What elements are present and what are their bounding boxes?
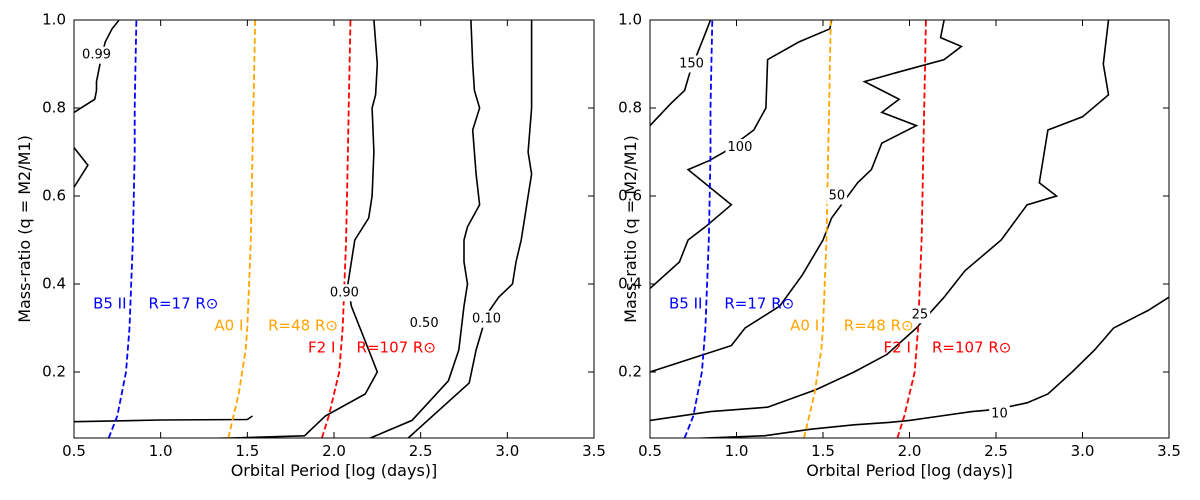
x-tick-label: 2.0 (322, 442, 346, 460)
x-axis-label: Orbital Period [log (days)] (231, 461, 438, 480)
y-tick-label: 1.0 (42, 11, 66, 29)
annotation-b5-ii: B5 II (93, 294, 126, 312)
radius-line-a0-i (227, 20, 256, 438)
y-tick-label: 0.2 (618, 363, 642, 381)
contour-0-90-line-0 (187, 20, 379, 438)
y-tick-label: 0.6 (42, 187, 66, 205)
contour-label-bg-25 (909, 306, 931, 324)
x-tick-label: 0.5 (62, 442, 86, 460)
x-tick-label: 3.5 (582, 442, 606, 460)
y-tick-label: 1.0 (618, 11, 642, 29)
y-tick-label: 0.6 (618, 187, 642, 205)
radius-line-a0-i (803, 20, 832, 438)
contour-label-bg-50 (826, 187, 848, 205)
contour-label-bg-0-50 (407, 315, 441, 333)
contour-0-99-line-0 (74, 20, 120, 114)
contour-10-line-0 (685, 296, 1169, 438)
annotation-a0-i: A0 I (790, 316, 819, 334)
contour-label-100: 100 (728, 140, 753, 155)
annotation-r-17-r: R=17 R⊙ (724, 294, 794, 312)
radius-line-b5-ii (683, 20, 714, 438)
x-tick-label: 3.0 (495, 442, 519, 460)
x-tick-label: 3.0 (1071, 442, 1095, 460)
annotation-r-48-r: R=48 R⊙ (268, 316, 338, 334)
annotation-r-107-r: R=107 R⊙ (357, 338, 436, 356)
x-tick-label: 3.5 (1157, 442, 1181, 460)
contour-label-bg-0-90 (327, 284, 361, 302)
contour-0-10-line-0 (406, 20, 533, 438)
x-tick-label: 0.5 (638, 442, 662, 460)
contour-label-0-90: 0.90 (330, 285, 359, 300)
plot-area: 150 100 50 25 10 (650, 20, 1169, 438)
annotation-r-107-r: R=107 R⊙ (932, 338, 1011, 356)
x-tick-label: 1.0 (149, 442, 173, 460)
y-axis-label: Mass-ratio (q = M2/M1) (621, 135, 640, 323)
radius-line-b5-ii (107, 20, 138, 438)
contour-0-50-line-0 (368, 20, 481, 438)
contour-label-bg-0-99 (80, 46, 114, 64)
left-panel: 0.99 0.90 0.50 0.10 B5 II R=17 R⊙ A0 I R=48 R⊙ F… (15, 11, 606, 481)
y-axis-label: Mass-ratio (q = M2/M1) (15, 135, 34, 323)
y-tick-label: 0.2 (42, 363, 66, 381)
x-tick-label: 2.5 (409, 442, 433, 460)
contour-label-50: 50 (829, 189, 846, 204)
x-tick-label: 2.0 (898, 442, 922, 460)
contour-label-bg-0-10 (470, 310, 504, 328)
contour-25-line-0 (650, 20, 1110, 422)
contour-label-0-50: 0.50 (410, 316, 439, 331)
annotation-a0-i: A0 I (214, 316, 243, 334)
contour-150-line-0 (650, 20, 712, 127)
plot-area: 0.99 0.90 0.50 0.10 (74, 20, 533, 438)
x-tick-label: 1.0 (725, 442, 749, 460)
plot-frame (649, 19, 1170, 439)
contour-label-bg-150 (677, 55, 706, 73)
contour-label-bg-10 (989, 405, 1010, 423)
annotation-f2-i: F2 I (884, 338, 911, 356)
contour-label-0-99: 0.99 (82, 48, 111, 63)
right-panel: 150 100 50 25 10 B5 II R=17 R⊙ A0 I R=48 R⊙ F2 I R… (618, 11, 1181, 481)
x-tick-label: 2.5 (984, 442, 1008, 460)
radius-line-f2-i (896, 20, 927, 438)
contour-label-25: 25 (912, 307, 929, 322)
contour-0-99-line-1 (74, 147, 89, 188)
annotation-r-48-r: R=48 R⊙ (844, 316, 914, 334)
x-tick-label: 1.5 (235, 442, 259, 460)
contour-label-150: 150 (679, 57, 704, 72)
contour-50-line-0 (650, 20, 963, 373)
annotation-f2-i: F2 I (308, 338, 335, 356)
y-tick-label: 0.8 (42, 99, 66, 117)
contour-label-10: 10 (991, 406, 1008, 421)
annotation-b5-ii: B5 II (669, 294, 702, 312)
annotation-r-17-r: R=17 R⊙ (149, 294, 219, 312)
radius-line-f2-i (321, 20, 352, 438)
y-tick-label: 0.4 (618, 275, 642, 293)
x-axis-label: Orbital Period [log (days)] (806, 461, 1013, 480)
contour-0-90-left-line-0 (74, 415, 253, 423)
x-tick-label: 1.5 (811, 442, 835, 460)
plot-frame (73, 19, 595, 439)
contour-label-0-10: 0.10 (472, 312, 501, 327)
y-tick-label: 0.4 (42, 275, 66, 293)
contour-100-line-0 (650, 20, 833, 289)
contour-label-bg-100 (725, 139, 755, 157)
y-tick-label: 0.8 (618, 99, 642, 117)
